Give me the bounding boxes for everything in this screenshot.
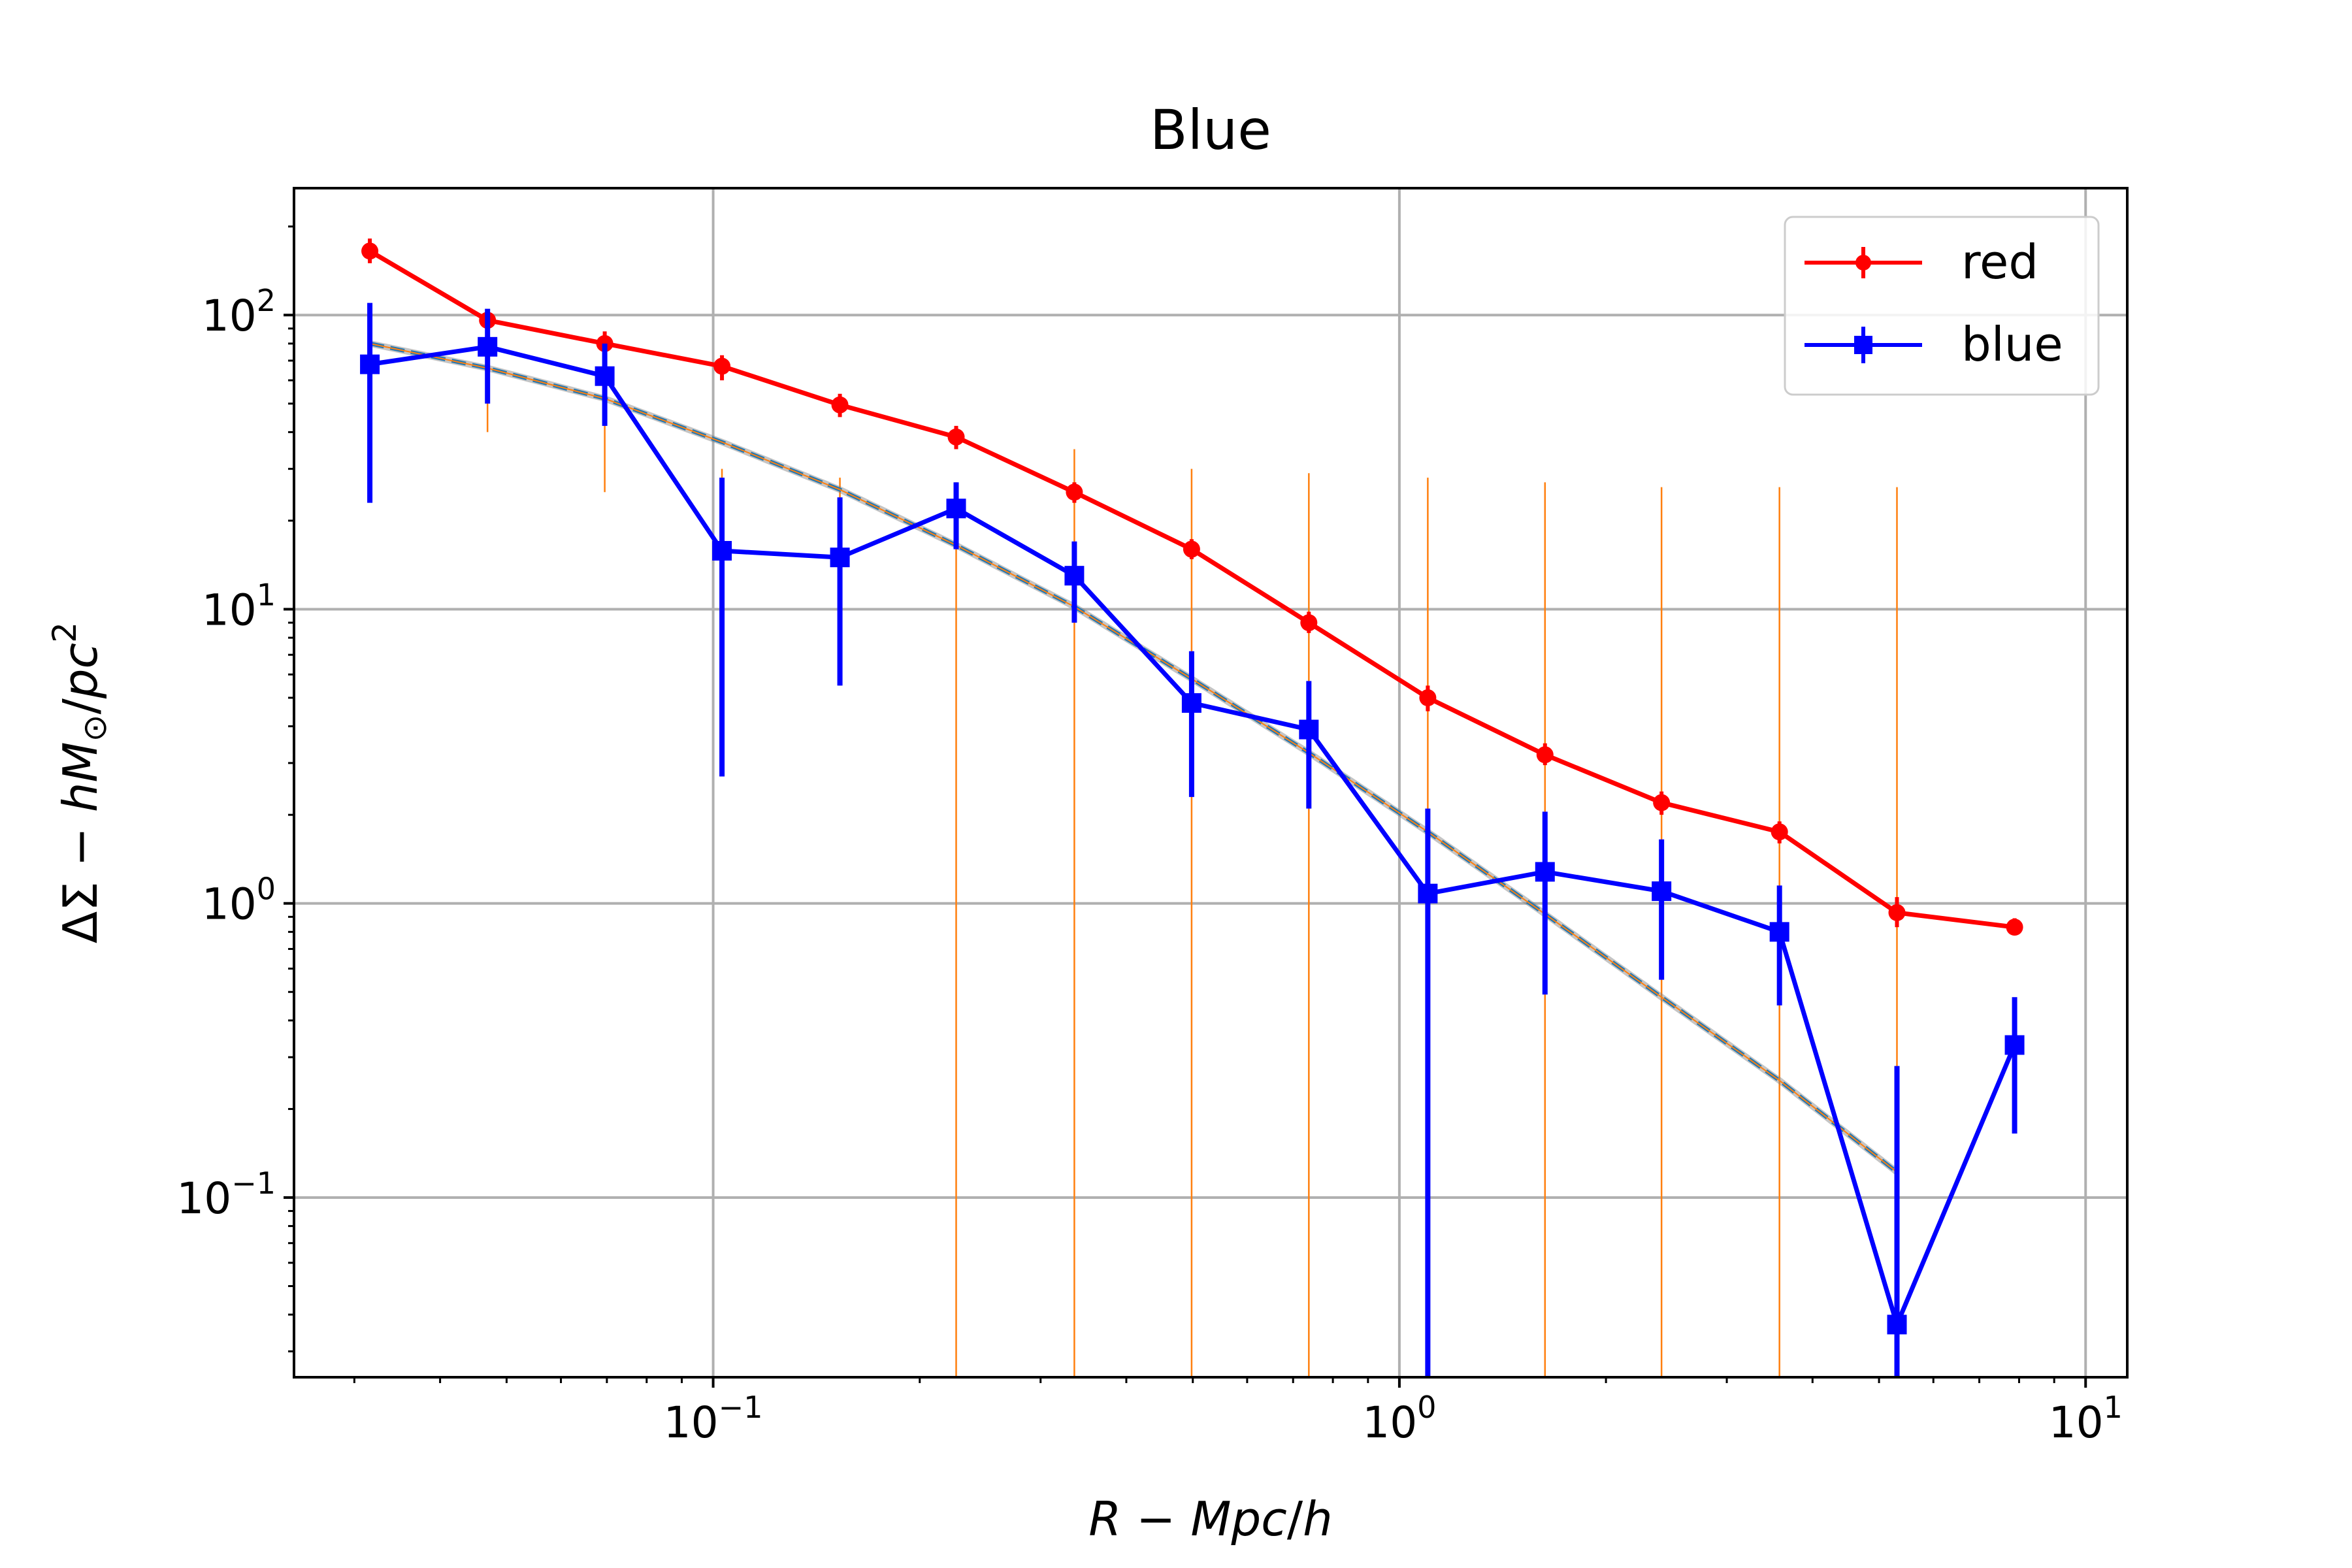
y-tick-label-base-2: 10 [202,585,257,635]
point-blue-4 [830,547,850,568]
chart-title: Blue [1150,98,1271,162]
point-red-4 [831,396,849,414]
point-blue-10 [1535,862,1555,882]
plot-frame [293,187,2129,1379]
legend-entry-red: red [1805,235,2038,289]
x-tick-label-2: 101 [2049,1390,2123,1448]
x-tick-label-1: 100 [1362,1390,1436,1448]
point-blue-12 [1769,922,1789,942]
point-red-12 [1771,823,1788,841]
point-red-6 [1066,483,1083,501]
legend: red blue [1784,216,2100,396]
y-axis-label-pc: pc [53,643,108,699]
y-tick-label-exp-1: 0 [257,872,276,907]
y-tick-label-base-3: 10 [202,291,257,341]
y-tick-label-exp-2: 1 [257,577,276,612]
point-red-7 [1183,540,1200,558]
point-red-8 [1300,614,1318,632]
point-red-5 [947,428,965,446]
point-red-0 [361,242,379,260]
y-axis-label-minus: − [53,812,108,881]
point-blue-5 [946,498,966,519]
point-blue-13 [1887,1315,1907,1335]
x-axis-label-minus: − [1121,1492,1190,1546]
point-blue-3 [712,541,732,561]
point-blue-1 [478,336,498,357]
point-blue-0 [360,354,380,374]
x-tick-label-base-2: 10 [2049,1397,2104,1448]
y-tick-label-base-0: 10 [176,1173,231,1224]
point-blue-2 [595,366,615,386]
x-axis-label-h: h [1303,1492,1333,1546]
point-red-9 [1419,689,1437,707]
y-tick-label-3: 102 [202,283,276,341]
legend-blue-label: blue [1961,317,2063,372]
point-red-10 [1536,746,1554,764]
legend-red-label: red [1961,235,2038,289]
x-axis-label-r: R [1088,1492,1121,1546]
x-tick-label-exp-1: 0 [1417,1390,1436,1425]
y-tick-label-0: 10−1 [176,1166,276,1224]
point-blue-6 [1064,566,1085,586]
x-tick-label-0: 10−1 [664,1390,763,1448]
y-axis-label-hm: hM [53,742,108,812]
y-tick-label-exp-0: −1 [231,1166,276,1201]
y-axis-label: ΔΣ − hM⊙/pc2 [46,622,114,943]
y-axis-label-delta-sigma: ΔΣ [53,881,108,943]
legend-red-marker [1855,255,1871,270]
y-tick-label-base-1: 10 [202,879,257,930]
x-tick-label-base-1: 10 [1362,1397,1417,1448]
x-axis-label: R − Mpc/h [1088,1492,1332,1546]
point-blue-11 [1652,881,1672,902]
point-blue-9 [1418,883,1438,904]
y-tick-label-2: 101 [202,577,276,635]
point-red-13 [1888,904,1906,921]
y-axis-label-exponent: 2 [46,622,84,643]
x-axis-label-mpc: Mpc [1190,1492,1286,1546]
series-blue [360,302,2025,1377]
y-axis-label-slash: / [53,698,108,714]
point-red-14 [2006,919,2023,936]
point-blue-7 [1181,693,1201,713]
x-axis-label-slash: / [1287,1492,1303,1546]
legend-entry-blue: blue [1805,317,2063,372]
y-tick-label-exp-3: 2 [257,283,276,318]
point-blue-8 [1299,719,1319,740]
series-layer [360,238,2025,1377]
y-tick-label-1: 100 [202,872,276,930]
y-axis-label-sun: ⊙ [76,714,114,742]
point-red-3 [713,357,731,375]
point-blue-14 [2004,1035,2025,1055]
x-tick-label-exp-0: −1 [719,1390,763,1425]
x-tick-label-base-0: 10 [664,1397,719,1448]
legend-blue-marker [1854,336,1872,354]
point-red-11 [1653,794,1671,811]
series-red [361,238,2023,936]
x-tick-label-exp-2: 1 [2104,1390,2123,1425]
